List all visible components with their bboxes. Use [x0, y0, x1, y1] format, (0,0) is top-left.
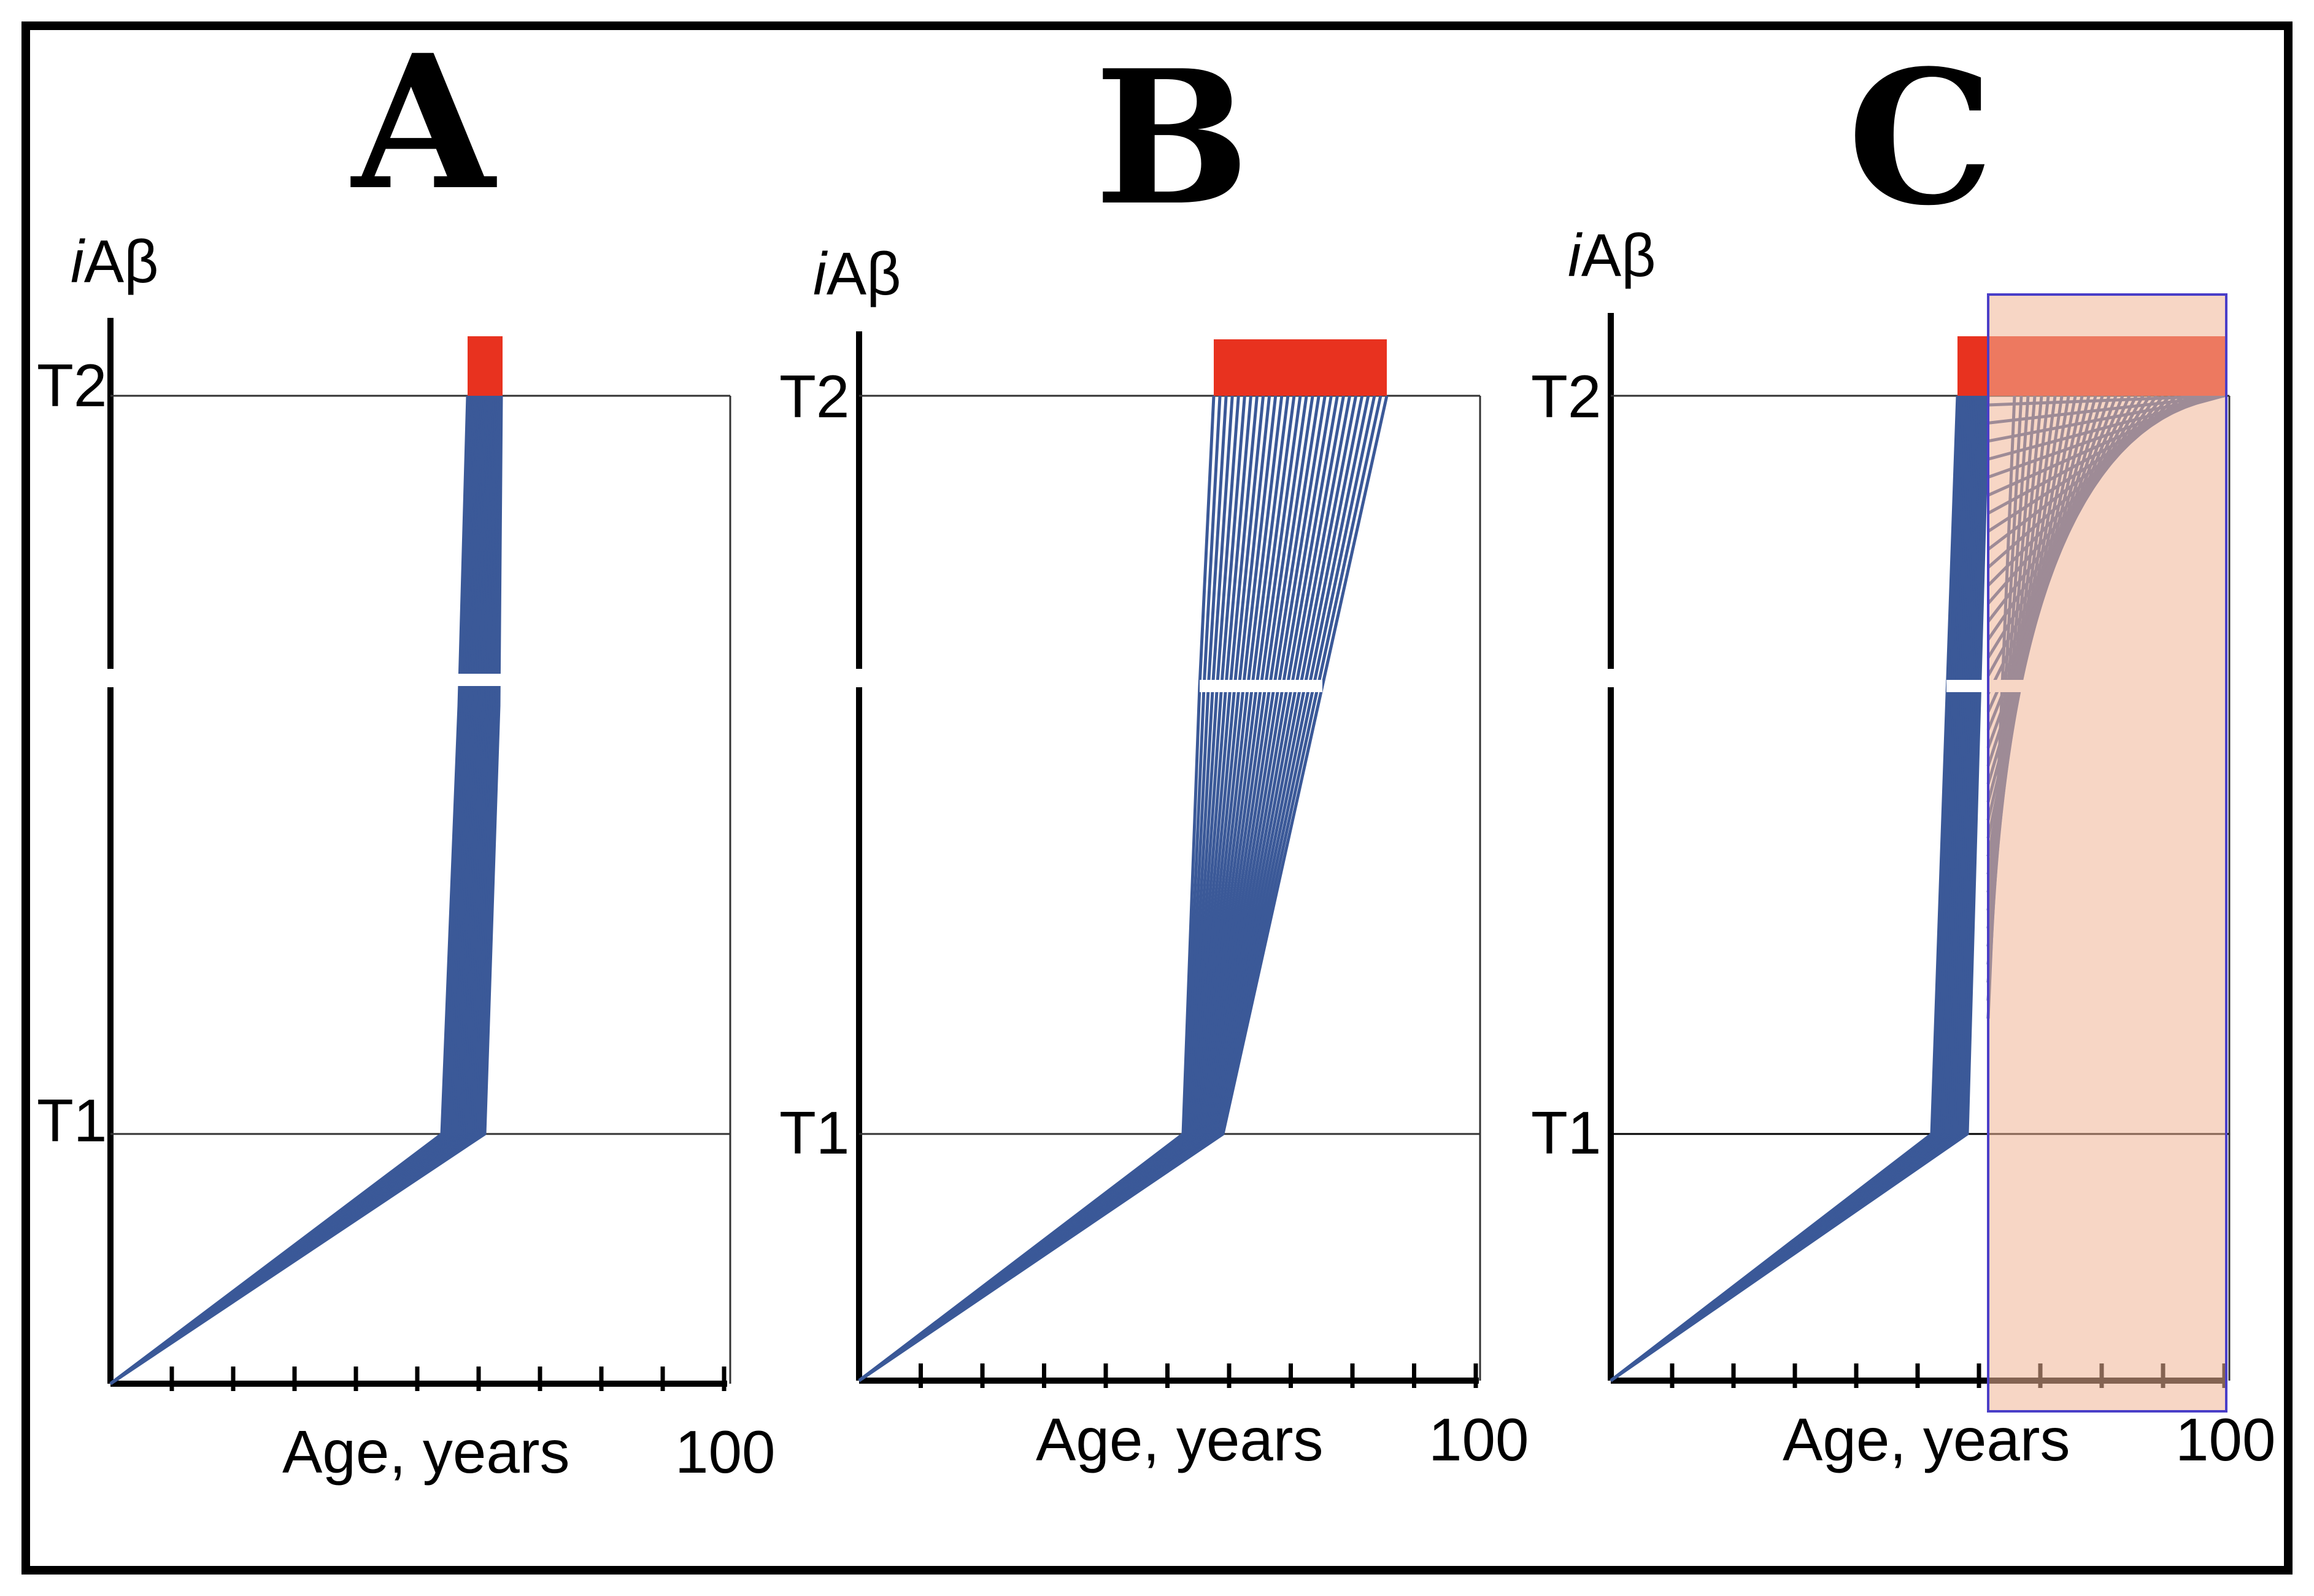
t1-label-c: T1 [1531, 1099, 1601, 1166]
x-axis-label-c: Age, years [1783, 1406, 2070, 1473]
outer-frame [21, 21, 2293, 1575]
t1-label-b: T1 [779, 1099, 849, 1166]
panel-b: B iAβ T2 T1 Age, years 100 [779, 29, 1529, 1473]
y-label-rest-b: Aβ [827, 240, 901, 307]
t2-label-c: T2 [1531, 363, 1601, 430]
x-max-label-b: 100 [1429, 1406, 1529, 1473]
trajectory-a [109, 395, 503, 1386]
t2-threshold-box-a [468, 336, 503, 396]
y-label-italic-b: i [813, 240, 828, 307]
trajectory-c [1610, 395, 1990, 1382]
panel-letter-b: B [1094, 29, 1250, 246]
x-axis-label-b: Age, years [1036, 1406, 1323, 1473]
y-label-italic-a: i [71, 228, 85, 295]
trajectories-a [109, 395, 503, 1386]
x-max-label-c: 100 [2175, 1406, 2276, 1473]
panel-c: C iAβ T2 T1 Age, years 100 [1531, 29, 2276, 1473]
y-label-rest-c: Aβ [1581, 222, 1656, 289]
panel-letter-a: A [349, 14, 499, 231]
axis-break-gap-b [1200, 680, 1322, 692]
trajectories-b [858, 395, 1389, 1382]
t2-threshold-box-b [1214, 339, 1387, 396]
axis-break-gap-a [454, 674, 503, 686]
x-ticks-b [919, 1363, 1478, 1388]
trajectory-b [858, 395, 1389, 1382]
t2-label-a: T2 [37, 352, 107, 419]
y-label-rest-a: Aβ [84, 228, 159, 295]
x-max-label-a: 100 [675, 1418, 776, 1486]
t1-label-a: T1 [37, 1087, 107, 1154]
y-axis-label-b: iAβ [813, 240, 901, 307]
x-ticks-a [169, 1367, 727, 1391]
y-axis-label-c: iAβ [1568, 222, 1656, 289]
x-axis-label-a: Age, years [282, 1418, 569, 1486]
panel-a: A iAβ T2 T1 Age, years 100 [37, 14, 776, 1486]
t2-label-b: T2 [779, 363, 849, 430]
shaded-region-c [1987, 293, 2227, 1413]
y-label-italic-c: i [1568, 222, 1583, 289]
y-axis-label-a: iAβ [71, 228, 159, 295]
panel-letter-c: C [1848, 29, 1994, 246]
